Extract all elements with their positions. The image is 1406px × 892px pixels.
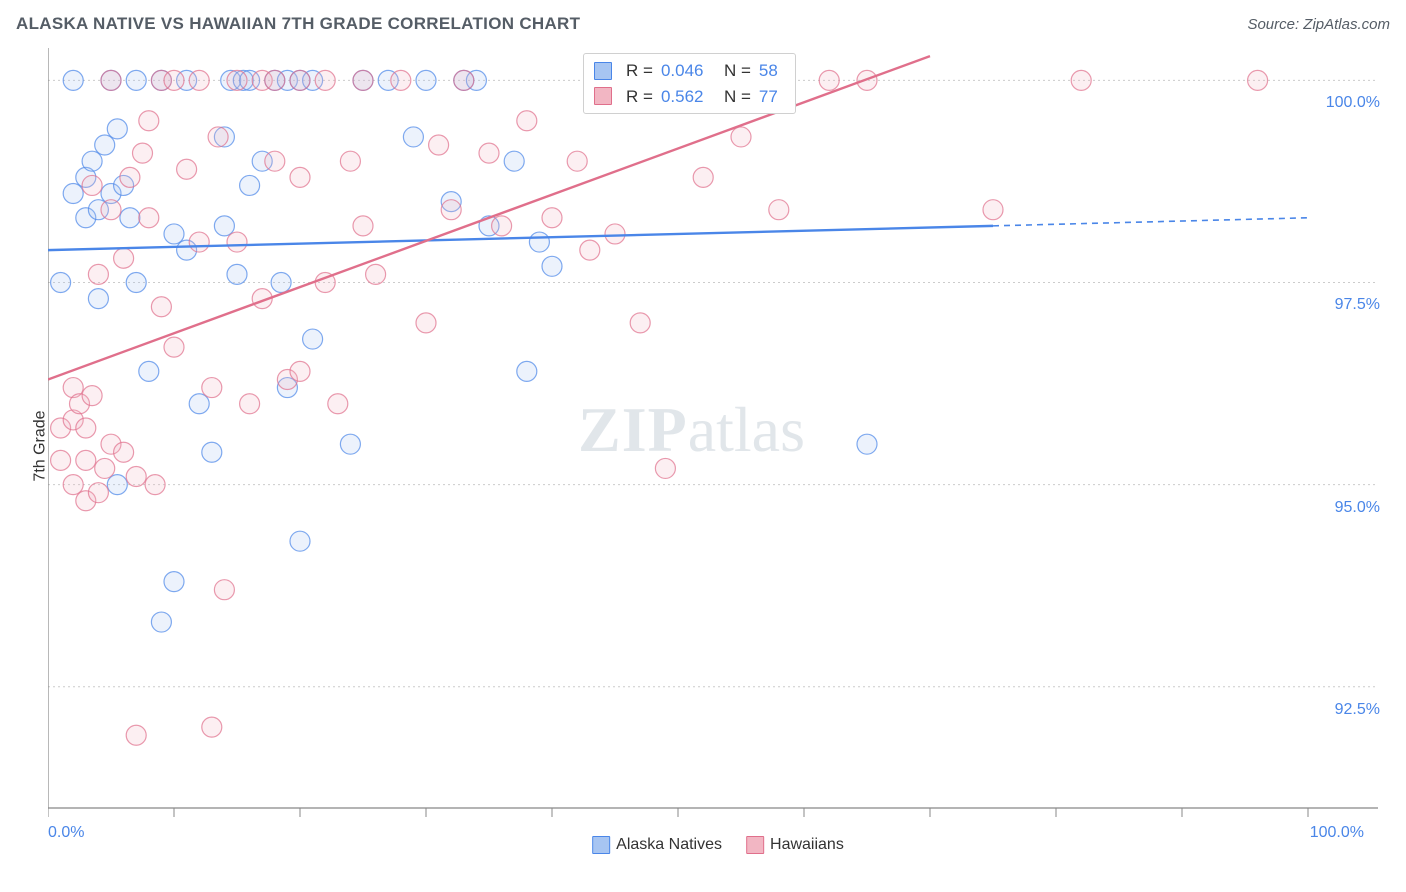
series-swatch bbox=[594, 87, 612, 105]
series-swatch bbox=[746, 836, 764, 854]
x-tick-max: 100.0% bbox=[1310, 824, 1364, 842]
chart-container: ZIPatlas 92.5%95.0%97.5%100.0% 0.0% 100.… bbox=[48, 48, 1388, 856]
legend: Alaska Natives Hawaiians bbox=[592, 836, 844, 854]
source-label: Source: ZipAtlas.com bbox=[1247, 16, 1390, 33]
stat-r-label: R = bbox=[626, 84, 653, 110]
stat-r-value: 0.046 bbox=[661, 58, 716, 84]
series-swatch bbox=[592, 836, 610, 854]
stat-n-label: N = bbox=[724, 58, 751, 84]
stat-n-value: 77 bbox=[759, 84, 785, 110]
stat-n-label: N = bbox=[724, 84, 751, 110]
legend-item: Alaska Natives bbox=[592, 836, 722, 854]
series-swatch bbox=[594, 62, 612, 80]
stat-r-label: R = bbox=[626, 58, 653, 84]
legend-label: Hawaiians bbox=[770, 836, 844, 853]
correlation-stats-box: R = 0.046 N = 58 R = 0.562 N = 77 bbox=[583, 53, 796, 114]
stats-row: R = 0.046 N = 58 bbox=[594, 58, 785, 84]
scatter-chart bbox=[48, 48, 1388, 856]
stat-r-value: 0.562 bbox=[661, 84, 716, 110]
y-tick-label: 97.5% bbox=[1335, 296, 1384, 314]
x-tick-min: 0.0% bbox=[48, 824, 84, 842]
legend-item: Hawaiians bbox=[746, 836, 844, 854]
y-tick-label: 95.0% bbox=[1335, 499, 1384, 517]
chart-title: ALASKA NATIVE VS HAWAIIAN 7TH GRADE CORR… bbox=[16, 14, 580, 34]
stats-row: R = 0.562 N = 77 bbox=[594, 84, 785, 110]
legend-label: Alaska Natives bbox=[616, 836, 722, 853]
stat-n-value: 58 bbox=[759, 58, 785, 84]
y-tick-label: 100.0% bbox=[1326, 94, 1384, 112]
y-axis-label: 7th Grade bbox=[32, 410, 50, 481]
y-tick-label: 92.5% bbox=[1335, 701, 1384, 719]
